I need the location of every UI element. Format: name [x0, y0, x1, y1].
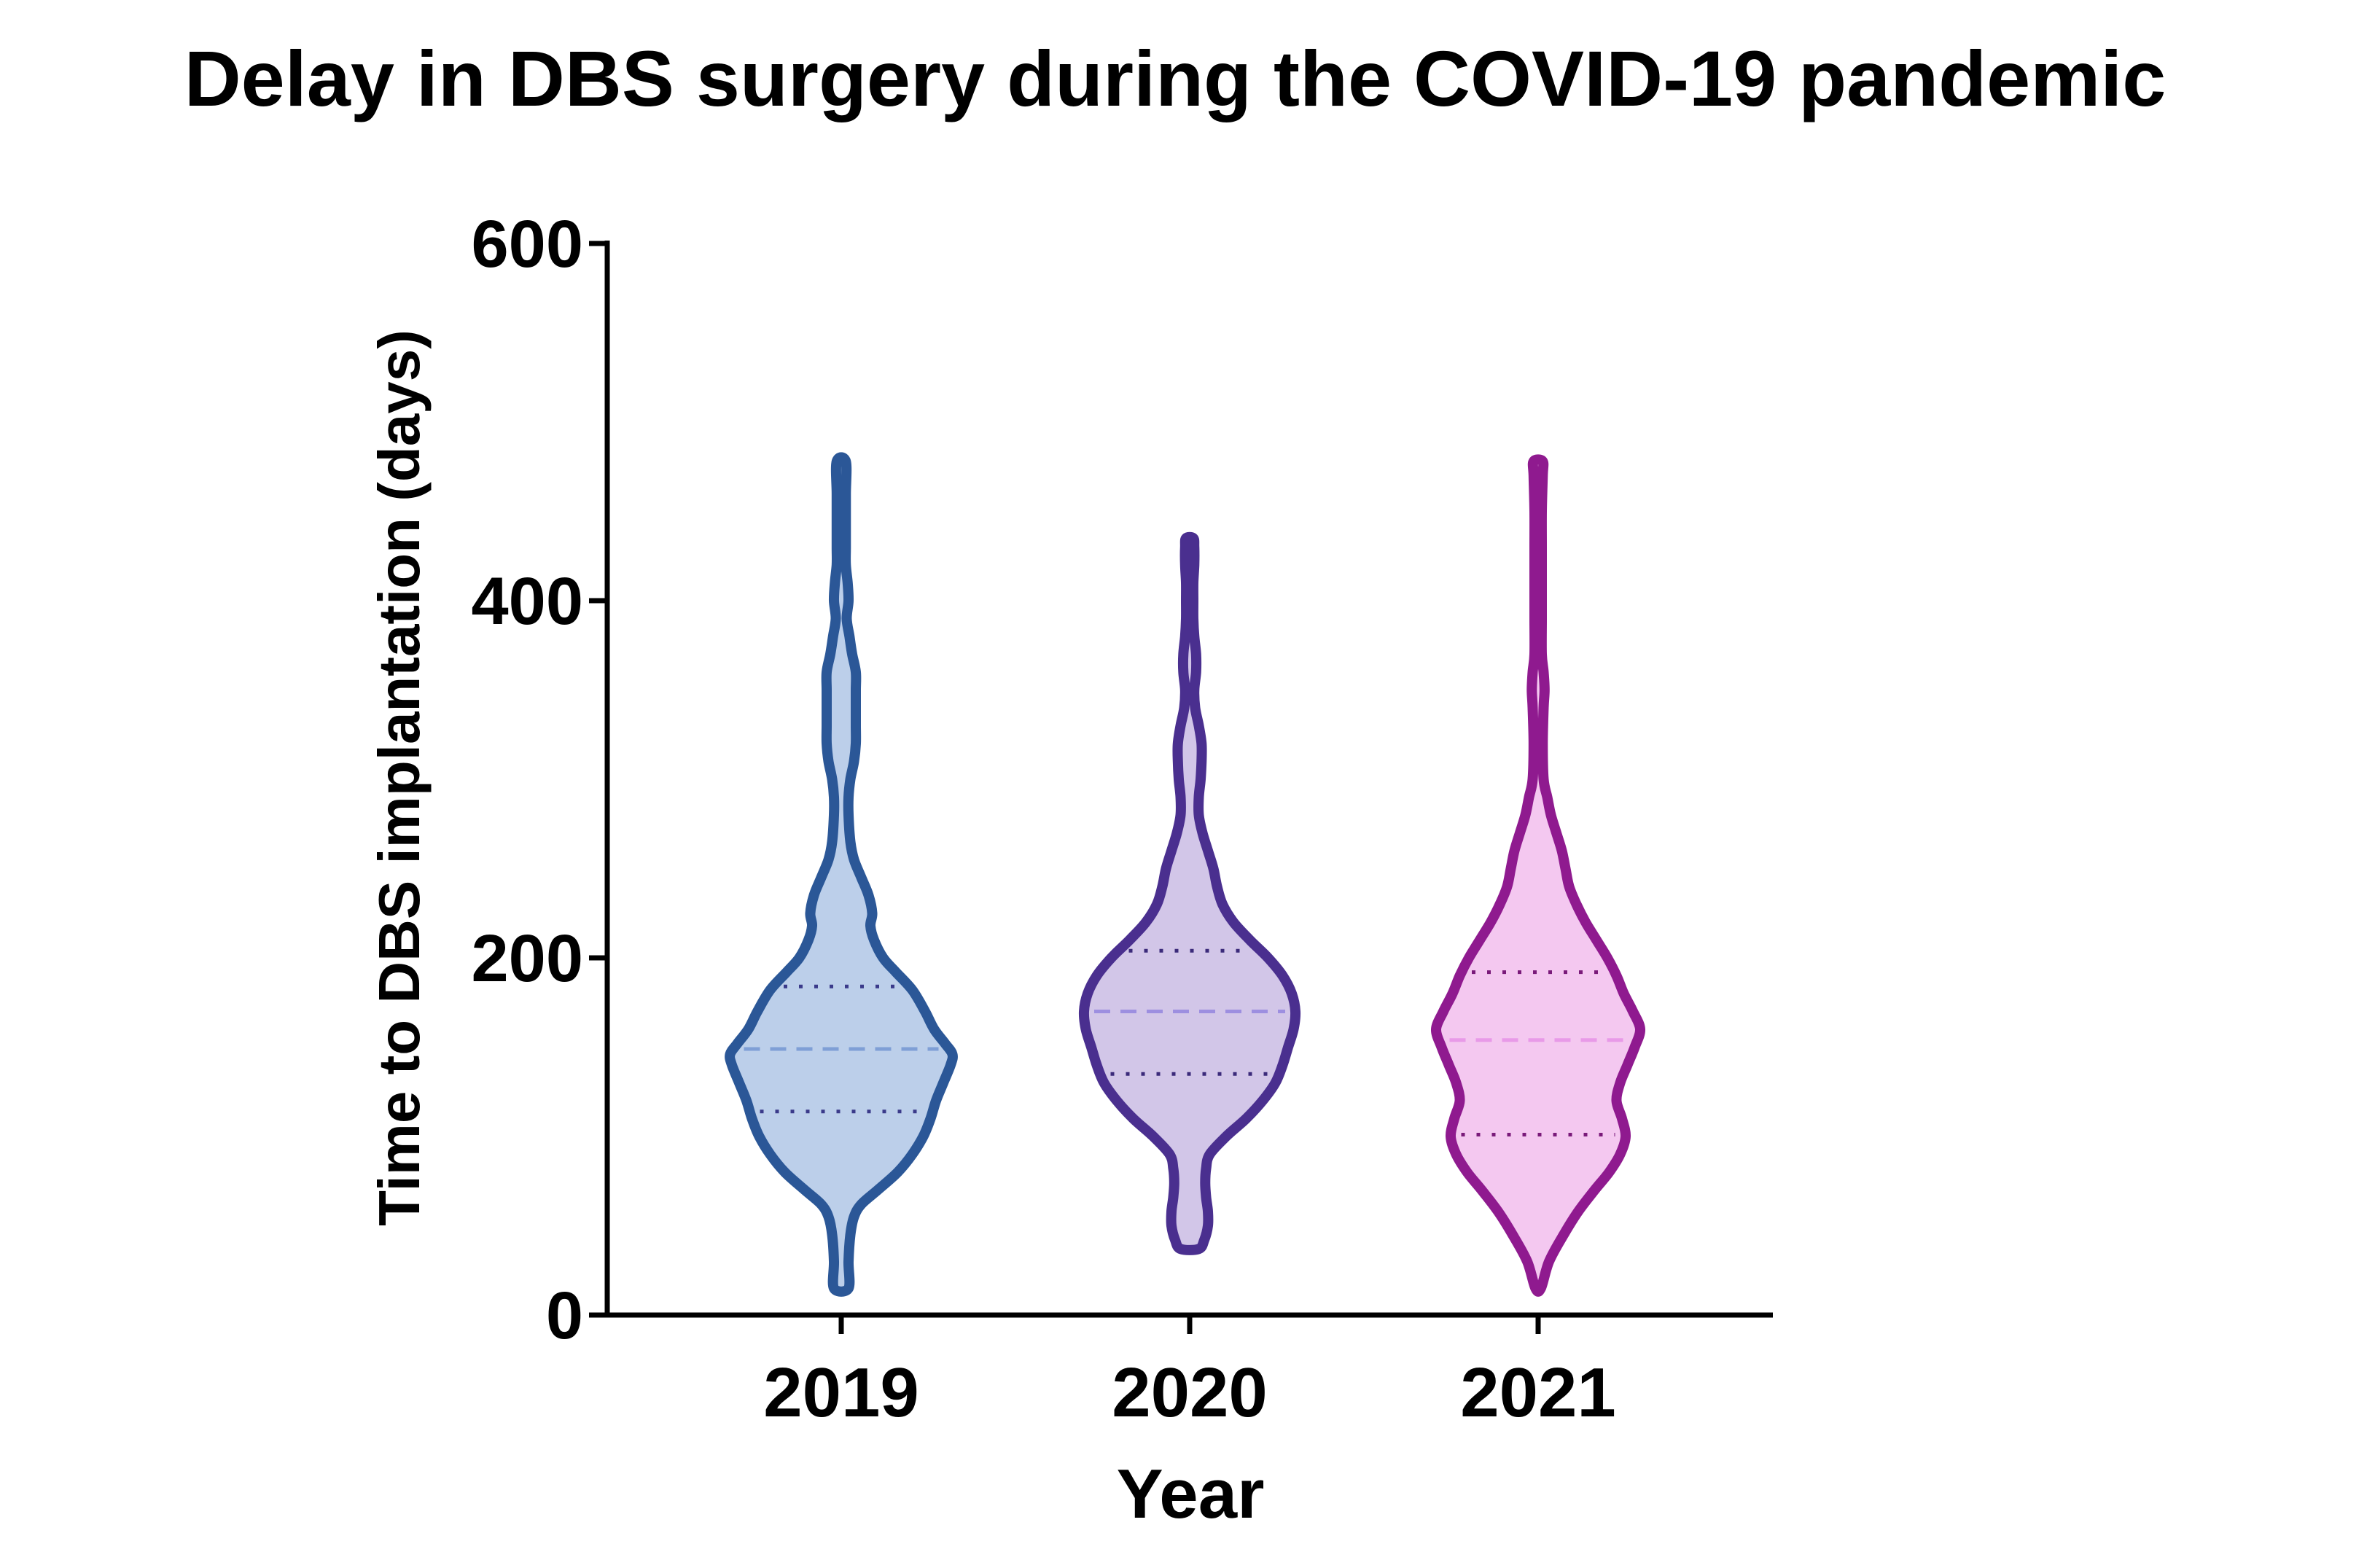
- chart-title: Delay in DBS surgery during the COVID-19…: [184, 34, 2167, 122]
- x-tick-label: 2020: [1112, 1354, 1268, 1432]
- violin-2019: [725, 452, 958, 1297]
- x-tick-label: 2019: [763, 1354, 919, 1432]
- y-tick-label: 600: [472, 207, 584, 281]
- violin-body: [1078, 531, 1301, 1255]
- violin-body: [1431, 454, 1645, 1297]
- violin-body: [725, 452, 958, 1297]
- y-tick-label: 400: [472, 564, 584, 639]
- y-tick-label: 200: [472, 921, 584, 996]
- x-tick-label: 2021: [1460, 1354, 1616, 1432]
- y-ticks: 0 200 400 600: [472, 207, 607, 1353]
- y-tick-label: 0: [546, 1279, 583, 1353]
- violin-layer: [725, 452, 1645, 1297]
- x-ticks: 2019 2020 2021: [763, 1315, 1616, 1432]
- x-axis-title: Year: [1117, 1455, 1265, 1533]
- violin-2020: [1078, 531, 1301, 1255]
- y-axis-title: Time to DBS implantation (days): [367, 329, 432, 1226]
- violin-2021: [1431, 454, 1645, 1297]
